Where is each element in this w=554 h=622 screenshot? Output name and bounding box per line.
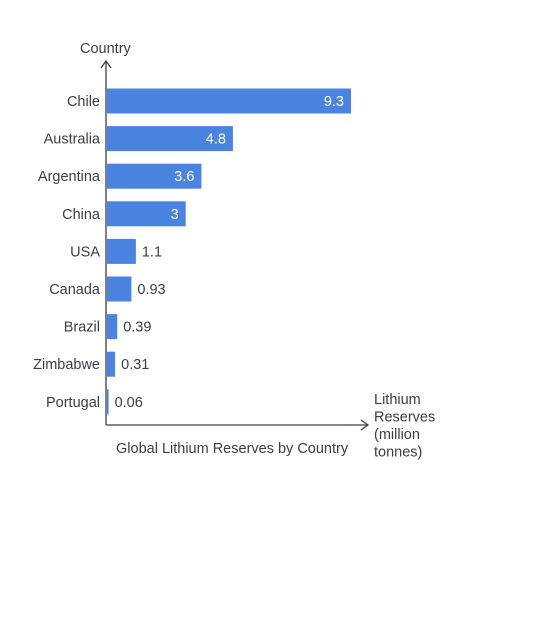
category-label: Argentina — [38, 169, 101, 185]
chart-title: Global Lithium Reserves by Country — [116, 441, 349, 457]
x-axis-title-line: Reserves — [374, 410, 435, 426]
x-axis-title-line: (million — [374, 427, 420, 443]
value-label: 3 — [171, 207, 179, 223]
x-axis-title-line: Lithium — [374, 392, 421, 408]
x-axis-arrow-icon — [360, 419, 370, 431]
value-label: 9.3 — [324, 94, 344, 110]
category-label: Australia — [44, 132, 101, 148]
x-axis-title: Lithium Reserves (million tonnes) — [374, 392, 439, 461]
value-label: 0.93 — [137, 282, 165, 298]
value-label: 0.39 — [123, 320, 151, 336]
value-label: 0.06 — [115, 395, 143, 411]
category-label: USA — [70, 244, 100, 260]
bar-australia — [107, 126, 233, 152]
value-label: 1.1 — [142, 244, 162, 260]
bar-portugal — [107, 389, 109, 415]
value-label: 0.31 — [121, 357, 149, 373]
y-axis-arrow-icon — [100, 59, 112, 69]
bar-chile — [107, 88, 351, 114]
bar-usa — [107, 238, 136, 264]
value-labels: 9.3 4.8 3.6 3 1.1 0.93 0.39 0.31 0.06 — [115, 94, 344, 411]
bar-argentina — [107, 163, 202, 189]
category-label: China — [62, 207, 101, 223]
bar-brazil — [107, 314, 118, 340]
category-labels: Chile Australia Argentina China USA Canada Bra… — [33, 94, 101, 411]
category-label: Chile — [67, 94, 100, 110]
bar-canada — [107, 276, 132, 302]
x-axis-title-line: tonnes) — [374, 445, 422, 461]
value-label: 3.6 — [174, 169, 194, 185]
category-label: Zimbabwe — [33, 357, 100, 373]
category-label: Brazil — [64, 320, 100, 336]
category-label: Portugal — [46, 395, 100, 411]
bars-group — [107, 88, 351, 415]
category-label: Canada — [49, 282, 101, 298]
bar-china — [107, 201, 186, 227]
y-axis-title: Country — [80, 41, 132, 57]
bar-zimbabwe — [107, 351, 116, 377]
value-label: 4.8 — [206, 132, 226, 148]
